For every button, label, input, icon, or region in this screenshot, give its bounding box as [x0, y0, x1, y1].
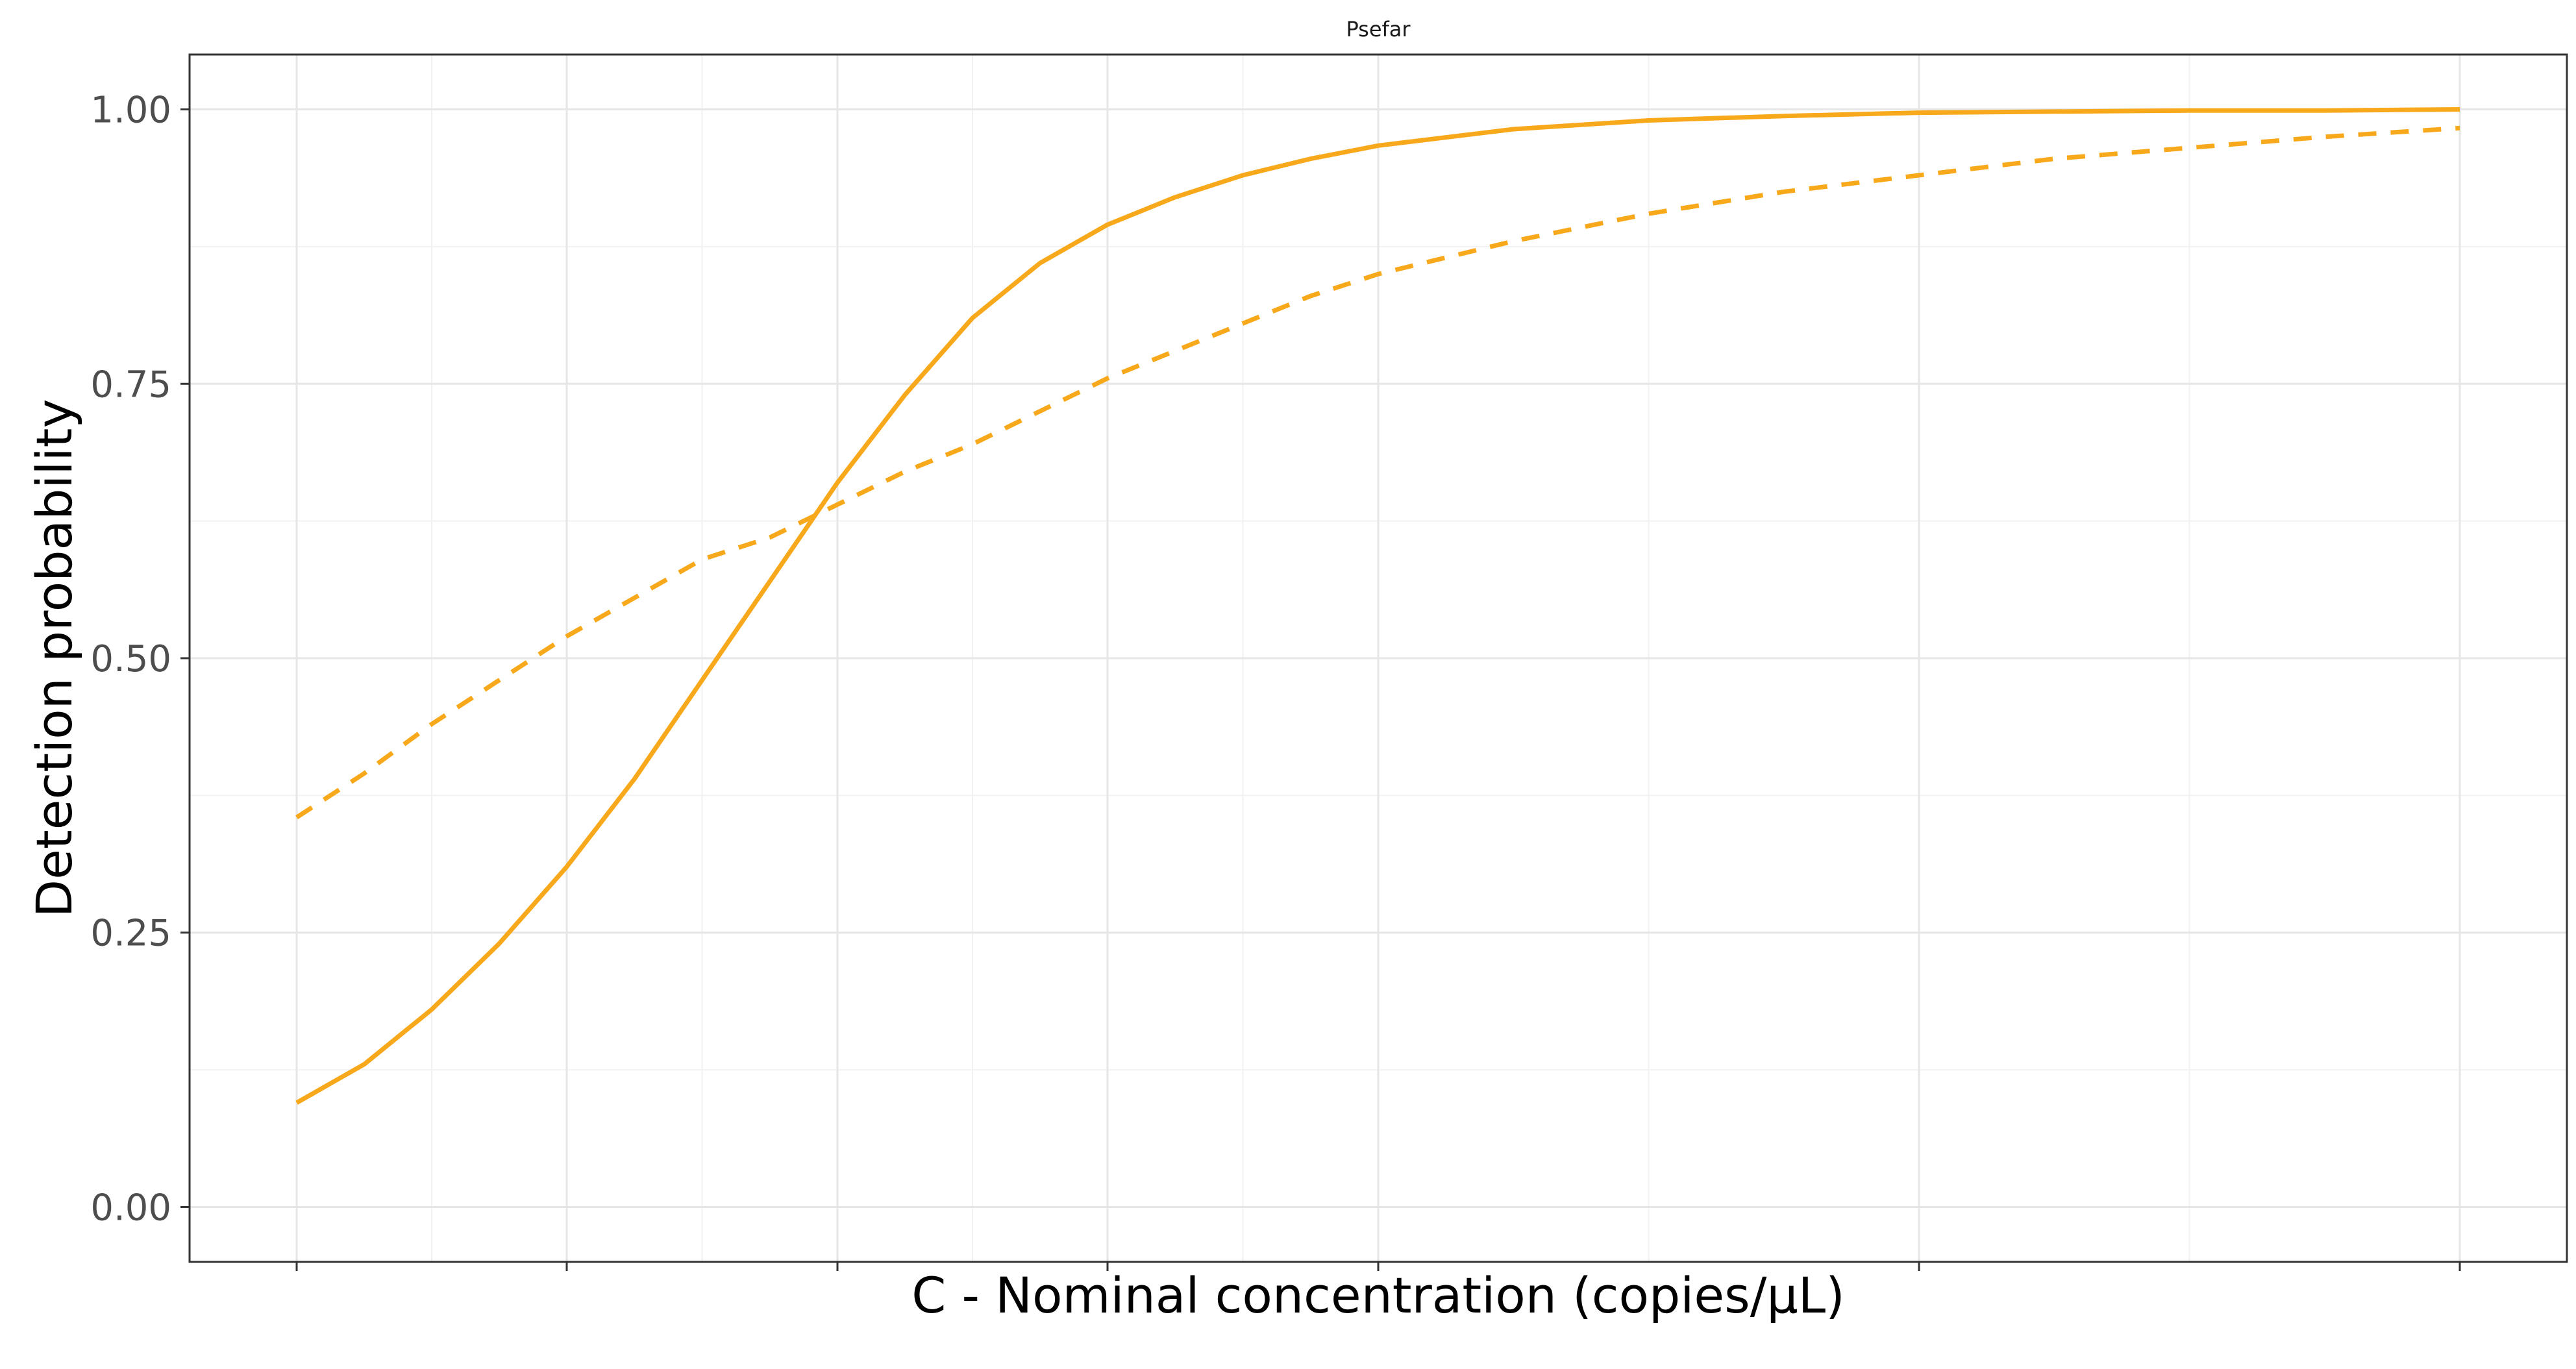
y-axis-label: Detection probability — [25, 399, 83, 918]
series-line-solid — [295, 107, 2460, 1105]
x-axis-label: C - Nominal concentration (copies/µL) — [911, 1266, 1844, 1324]
series-line-dashed — [295, 125, 2460, 820]
y-tick-label: 0.25 — [90, 913, 171, 955]
major-gridlines — [190, 55, 2567, 1262]
y-tick-label: 1.00 — [90, 90, 171, 132]
series-layer — [295, 107, 2460, 1105]
y-tick-label: 0.75 — [90, 364, 171, 406]
tick-labels: 0.00 0.25 0.50 0.75 1.00 — [90, 90, 171, 1229]
y-tick-label: 0.50 — [90, 638, 171, 680]
chart-title: Psefar — [1346, 17, 1411, 42]
y-tick-label: 0.00 — [90, 1187, 171, 1229]
axis-ticks — [180, 108, 2461, 1271]
